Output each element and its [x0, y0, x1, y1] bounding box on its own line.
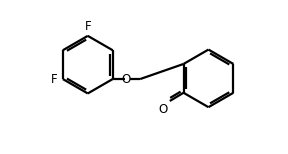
Text: O: O — [121, 73, 130, 86]
Text: F: F — [51, 73, 58, 86]
Text: F: F — [84, 20, 91, 32]
Text: O: O — [158, 103, 168, 116]
